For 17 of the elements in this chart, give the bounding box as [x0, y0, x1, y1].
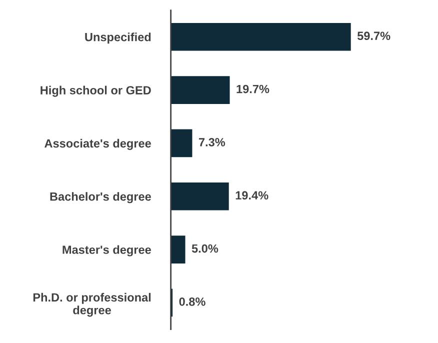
data-label: 59.7%: [357, 32, 390, 40]
bar: [170, 181, 230, 212]
data-label: 0.8%: [179, 298, 206, 306]
y-tick-label: High school or GED: [40, 86, 151, 97]
y-tick-label: Associate's degree: [44, 138, 151, 150]
bar: [170, 128, 194, 159]
data-label: 19.4%: [236, 191, 268, 200]
y-tick-label: Unspecified: [85, 32, 151, 44]
data-label: 19.7%: [236, 84, 270, 94]
y-tick-label: Master's degree: [62, 245, 151, 256]
y-tick-label: Bachelor's degree: [50, 192, 151, 204]
bar: [170, 22, 352, 52]
data-label: 7.3%: [198, 138, 226, 146]
y-tick-label: Ph.D. or professional degree: [33, 292, 151, 317]
bar: [170, 234, 187, 265]
bar: [170, 74, 232, 106]
data-label: 5.0%: [192, 244, 218, 253]
